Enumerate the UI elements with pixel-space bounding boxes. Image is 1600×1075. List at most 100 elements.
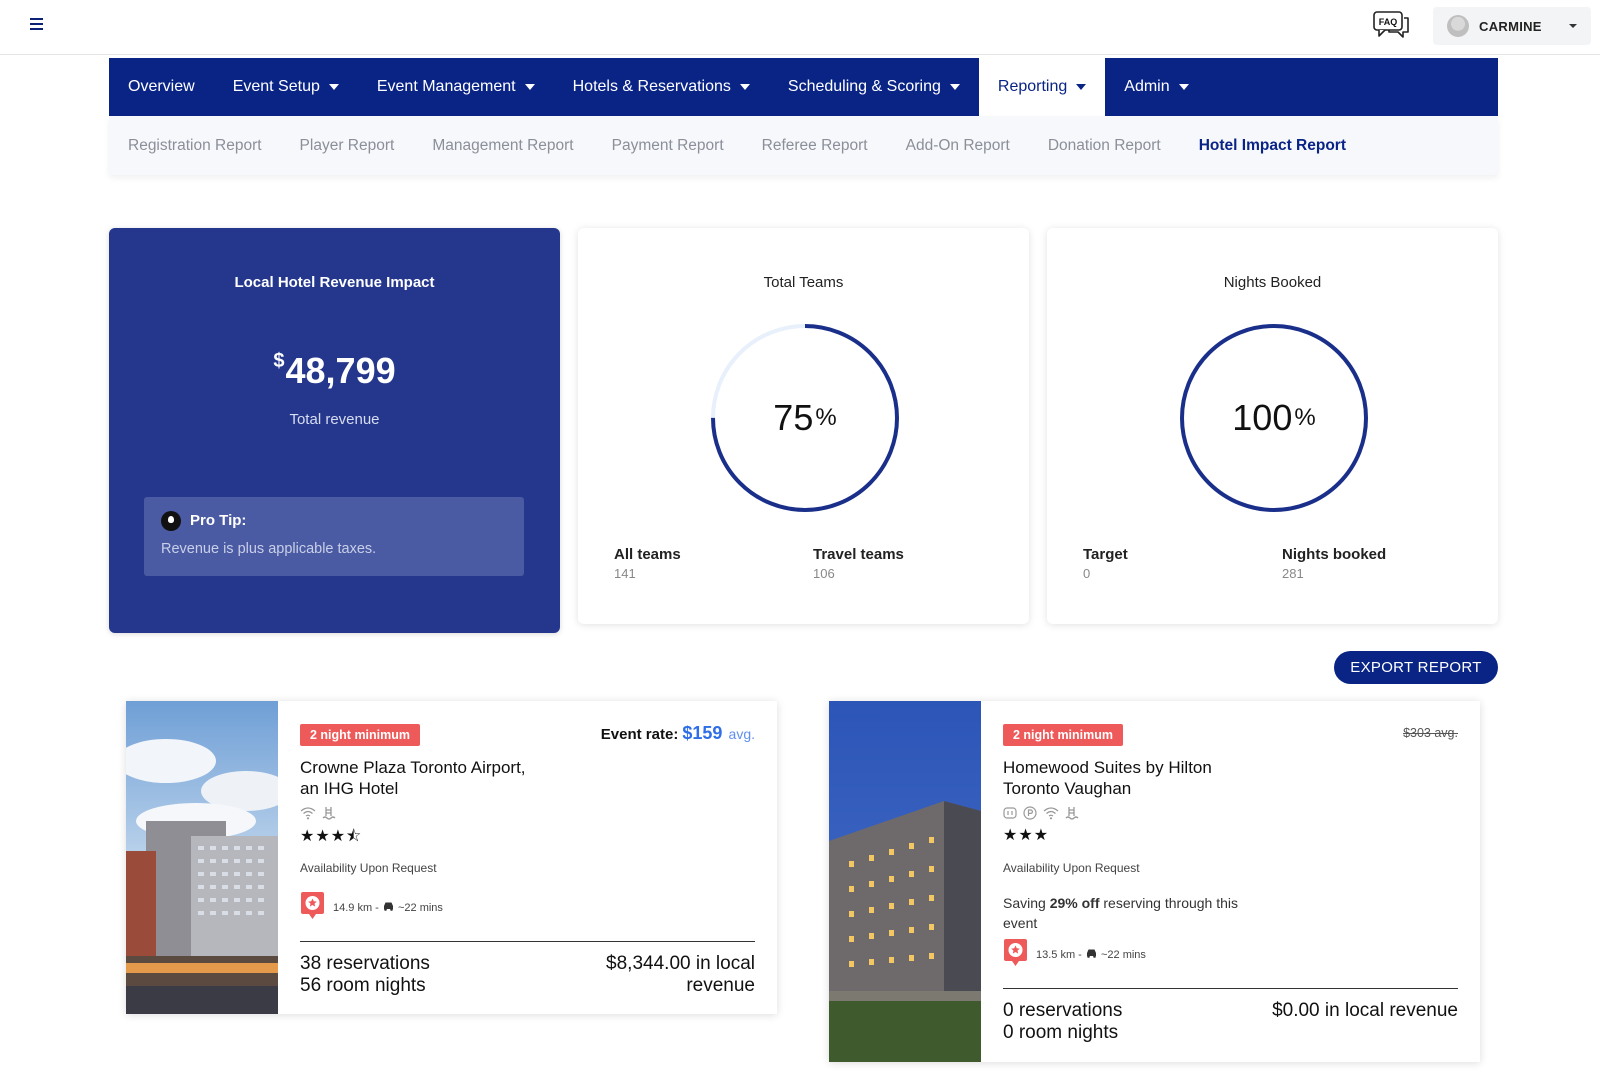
saving-text: Saving 29% off reserving through this ev… <box>1003 893 1263 933</box>
nights-percent-value: 100 <box>1232 397 1293 438</box>
nav-item-reporting[interactable]: Reporting <box>978 58 1106 116</box>
percent-symbol: % <box>815 404 837 431</box>
drive-time: ~22 mins <box>1100 949 1146 961</box>
hotel-photo <box>126 701 278 1014</box>
chevron-down-icon <box>739 84 750 90</box>
min-nights-badge: 2 night minimum <box>300 724 420 746</box>
subnav-registration-report[interactable]: Registration Report <box>128 136 262 154</box>
hotel-name-line1: Homewood Suites by Hilton <box>1003 758 1212 777</box>
distance-km: 13.5 km - <box>1036 949 1082 961</box>
nav-item-event-management[interactable]: Event Management <box>358 58 554 116</box>
travel-teams-label: Travel teams <box>813 546 904 563</box>
teams-percent: 75% <box>710 323 900 513</box>
local-revenue-line1: $0.00 in local revenue <box>1272 1000 1458 1021</box>
user-name: CARMINE <box>1479 18 1542 34</box>
amenities <box>300 806 338 820</box>
travel-teams-stat: Travel teams 106 <box>813 546 904 581</box>
event-rate-label: Event rate: <box>600 726 679 743</box>
hotel-name-line2: an IHG Hotel <box>300 779 399 798</box>
distance-info: 13.5 km - ~22 mins <box>1036 948 1146 961</box>
chevron-down-icon <box>328 84 339 90</box>
export-report-button[interactable]: EXPORT REPORT <box>1334 651 1498 684</box>
map-pin-icon <box>1004 939 1027 966</box>
nights-booked-label: Nights booked <box>1282 546 1387 563</box>
nav-label: Scheduling & Scoring <box>787 78 941 95</box>
room-nights: 56 room nights <box>300 975 426 996</box>
avatar <box>1447 15 1469 37</box>
star-rating: ★★★⯪ <box>300 828 363 845</box>
travel-teams-value: 106 <box>813 566 835 581</box>
subnav-hotel-impact-report[interactable]: Hotel Impact Report <box>1198 136 1346 154</box>
nav-label: Overview <box>128 78 195 95</box>
car-icon <box>1086 949 1096 958</box>
subnav-player-report[interactable]: Player Report <box>299 136 395 154</box>
subnav-management-report[interactable]: Management Report <box>432 136 574 154</box>
pro-tip-title: Pro Tip: <box>190 512 247 529</box>
breakfast-icon <box>1003 807 1017 819</box>
currency-symbol: $ <box>273 350 285 372</box>
chevron-down-icon <box>1569 24 1577 28</box>
revenue-subtitle: Total revenue <box>289 411 380 428</box>
event-rate-avg: avg. <box>728 726 755 742</box>
distance-info: 14.9 km - ~22 mins <box>333 901 443 914</box>
pro-tip-box: Pro Tip: Revenue is plus applicable taxe… <box>144 497 524 576</box>
local-revenue-line1: $8,344.00 in local <box>606 953 755 974</box>
revenue-card-title: Local Hotel Revenue Impact <box>234 274 435 291</box>
top-bar: FAQ CARMINE <box>0 0 1600 55</box>
pro-tip-text: Revenue is plus applicable taxes. <box>161 541 377 557</box>
percent-symbol: % <box>1294 404 1316 431</box>
target-stat: Target 0 <box>1083 546 1128 581</box>
hotel-name[interactable]: Homewood Suites by Hilton Toronto Vaughan <box>1003 757 1273 799</box>
subnav-add-on-report[interactable]: Add-On Report <box>905 136 1010 154</box>
hotel-card-crowne-plaza[interactable]: 2 night minimum Event rate: $159 avg. Cro… <box>126 701 777 1014</box>
distance-km: 14.9 km - <box>333 902 379 914</box>
reservation-count: 38 reservations <box>300 953 430 974</box>
nav-label: Event Management <box>376 78 516 95</box>
nav-item-event-setup[interactable]: Event Setup <box>214 58 358 116</box>
pool-icon <box>1065 807 1079 820</box>
reservation-count: 0 reservations <box>1003 1000 1123 1021</box>
nights-title: Nights Booked <box>1223 274 1322 291</box>
hotel-name[interactable]: Crowne Plaza Toronto Airport, an IHG Hote… <box>300 757 570 799</box>
local-revenue-line2: revenue <box>686 975 755 996</box>
wifi-icon <box>1043 807 1059 820</box>
all-teams-label: All teams <box>614 546 681 563</box>
subnav-referee-report[interactable]: Referee Report <box>761 136 868 154</box>
menu-icon[interactable] <box>30 18 46 34</box>
teams-progress-ring: 75% <box>710 323 900 513</box>
saving-prefix: Saving <box>1003 895 1050 911</box>
drive-time: ~22 mins <box>397 902 443 914</box>
original-rate: $303 avg. <box>1403 726 1458 740</box>
saving-suffix: reserving through this event <box>1003 895 1239 931</box>
hotel-card-homewood-suites[interactable]: 2 night minimum $303 avg. Homewood Suite… <box>829 701 1480 1062</box>
nav-label: Admin <box>1124 78 1170 95</box>
availability-text: Availability Upon Request <box>300 861 437 875</box>
chevron-down-icon <box>1076 84 1087 90</box>
report-subnav: Registration Report Player Report Manageme… <box>109 116 1498 175</box>
car-icon <box>383 902 393 911</box>
chevron-down-icon <box>524 84 535 90</box>
nav-item-admin[interactable]: Admin <box>1105 58 1207 116</box>
parking-icon <box>1023 806 1037 820</box>
revenue-value: 48,799 <box>285 350 396 391</box>
star-rating: ★★★ <box>1003 827 1050 844</box>
nights-booked-card: Nights Booked 100% Target 0 Nights booke… <box>1047 228 1498 624</box>
faq-label: FAQ <box>1379 17 1398 27</box>
subnav-payment-report[interactable]: Payment Report <box>611 136 724 154</box>
map-pin-icon <box>301 892 324 919</box>
wifi-icon <box>300 807 316 820</box>
nav-label: Event Setup <box>232 78 320 95</box>
nav-item-hotels-reservations[interactable]: Hotels & Reservations <box>554 58 769 116</box>
user-menu[interactable]: CARMINE <box>1433 7 1591 45</box>
reservation-summary: 38 reservations 56 room nights <box>300 953 430 997</box>
availability-text: Availability Upon Request <box>1003 861 1140 875</box>
teams-percent-value: 75 <box>773 397 814 438</box>
nav-item-scheduling-scoring[interactable]: Scheduling & Scoring <box>769 58 979 116</box>
chevron-down-icon <box>1178 84 1189 90</box>
nav-item-overview[interactable]: Overview <box>109 58 214 116</box>
subnav-donation-report[interactable]: Donation Report <box>1047 136 1161 154</box>
hotel-details: 2 night minimum $303 avg. Homewood Suite… <box>981 701 1480 1062</box>
faq-icon[interactable]: FAQ <box>1373 11 1411 41</box>
nights-progress-ring: 100% <box>1179 323 1369 513</box>
teams-title: Total Teams <box>763 274 844 291</box>
